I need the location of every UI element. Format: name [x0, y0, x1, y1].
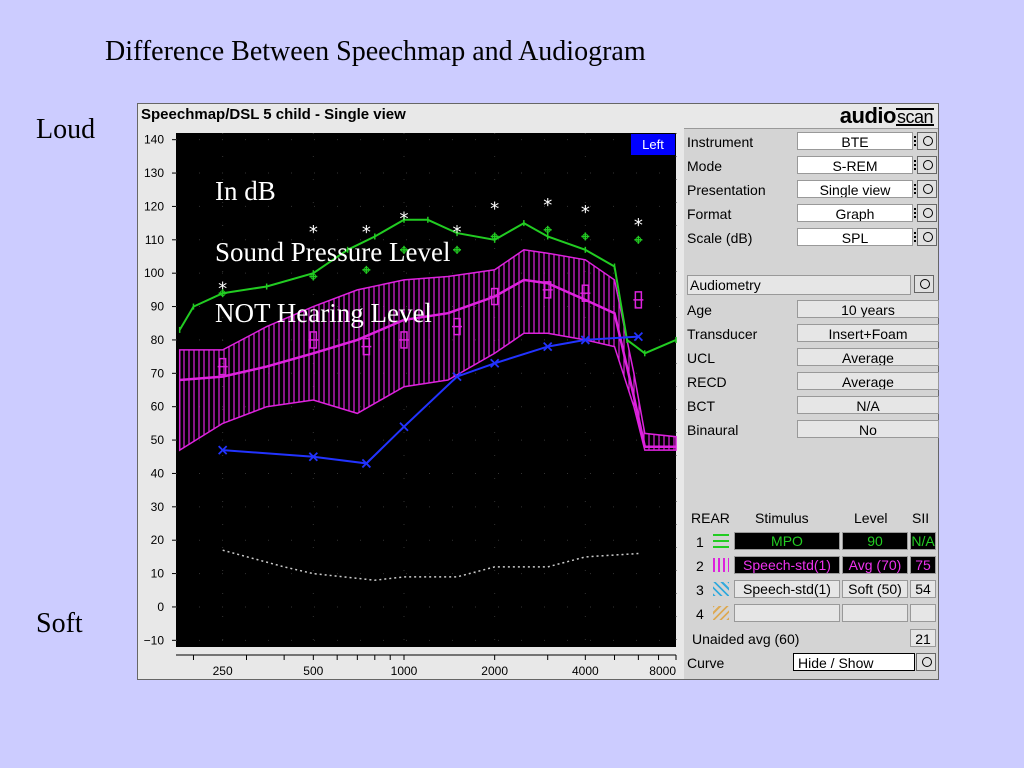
curve-knob-icon[interactable] [916, 653, 936, 671]
audiogram-x-marker [490, 358, 500, 368]
threshold-line [222, 549, 639, 581]
speech-range-band [178, 249, 677, 452]
audiogram-x-marker [580, 335, 590, 345]
y-tick-label: 90 [151, 300, 165, 314]
x-tick-label: 1000 [391, 664, 418, 678]
x-tick-label: 8000 [649, 664, 676, 678]
y-tick-label: 130 [144, 166, 164, 180]
ucl-asterisk-marker: * [399, 208, 408, 229]
y-tick-label: 0 [157, 600, 164, 614]
audiogram-x-marker [633, 331, 644, 342]
mpo-target-ring [219, 290, 226, 297]
audiogram-x-marker [218, 445, 228, 455]
speechmap-window: Speechmap/DSL 5 child - Single view audi… [137, 103, 939, 680]
mpo-target-ring [454, 246, 461, 253]
y-tick-label: 110 [145, 233, 164, 247]
unaided-avg-row: Unaided avg (60) 21 [687, 629, 937, 649]
y-tick-label: 100 [144, 266, 164, 280]
rear-row-4[interactable]: 4 [687, 604, 937, 624]
y-tick-label: 50 [151, 433, 165, 447]
ucl-asterisk-marker: * [362, 222, 371, 243]
overlay-line-2: Sound Pressure Level [215, 237, 450, 267]
loud-label: Loud [36, 114, 96, 145]
mpo-line [178, 218, 677, 355]
x-tick-label: 4000 [572, 664, 599, 678]
ucl-asterisk-marker: * [218, 279, 227, 300]
rear-row-1[interactable]: 1 MPO 90 N/A [696, 532, 936, 550]
slide-title: Difference Between Speechmap and Audiogr… [105, 36, 646, 67]
y-tick-label: 30 [151, 500, 165, 514]
mpo-target-ring [400, 246, 407, 253]
rear-header: REAR [691, 510, 730, 526]
audiometry-button[interactable]: Audiometry [687, 275, 934, 295]
stimulus-header: Stimulus [755, 510, 809, 526]
ucl-asterisk-marker: * [490, 198, 499, 219]
overlay-line-3: NOT Hearing Level [215, 298, 432, 328]
mpo-target-ring [582, 233, 589, 240]
mpo-target-ring [310, 273, 317, 280]
y-tick-label: −10 [144, 633, 165, 647]
y-tick-label: 40 [151, 466, 165, 480]
mode-knob-icon[interactable] [917, 156, 937, 174]
y-tick-label: 140 [144, 133, 164, 147]
audiogram-x-marker [543, 341, 553, 352]
soft-label: Soft [36, 608, 83, 639]
mpo-swatch-icon [713, 534, 729, 548]
ear-left-button[interactable] [631, 134, 675, 155]
format-knob-icon[interactable] [917, 204, 937, 222]
hide-show-button[interactable]: Hide / Show [793, 653, 915, 671]
ucl-asterisk-marker: * [453, 222, 462, 243]
audiometry-knob-icon[interactable] [914, 275, 934, 293]
empty-swatch-icon [713, 606, 729, 620]
rear-row-2[interactable]: 2 Speech-std(1) Avg (70) 75 [687, 556, 937, 576]
x-tick-label: 250 [213, 664, 233, 678]
mpo-target-ring [544, 226, 551, 233]
x-tick-label: 2000 [481, 664, 508, 678]
ucl-asterisk-marker: * [309, 222, 318, 243]
y-tick-label: 70 [151, 366, 165, 380]
instrument-knob-icon[interactable] [917, 132, 937, 150]
ucl-asterisk-marker: * [634, 215, 643, 236]
y-tick-label: 80 [151, 333, 165, 347]
curve-row: Curve Hide / Show [687, 653, 937, 673]
mpo-target-ring [635, 236, 642, 243]
mpo-target-ring [363, 266, 370, 273]
y-tick-label: 10 [151, 567, 165, 581]
audiogram-x-marker [452, 372, 462, 382]
audiogram-x-marker [361, 458, 371, 469]
sii-header: SII [912, 510, 930, 526]
presentation-knob-icon[interactable] [917, 180, 937, 198]
scale-knob-icon[interactable] [917, 228, 937, 246]
settings-panel: Instrument BTE Mode S-REM Presentation S… [684, 128, 939, 679]
overlay-line-1: In dB [215, 176, 276, 206]
ucl-asterisk-marker: * [543, 195, 552, 216]
y-tick-label: 60 [151, 400, 165, 414]
speech-avg-swatch-icon [713, 558, 729, 572]
mpo-target-ring [491, 233, 498, 240]
ucl-asterisk-marker: * [581, 202, 590, 223]
ear-left-label: Left [642, 137, 664, 152]
window-title: Speechmap/DSL 5 child - Single view [141, 106, 406, 123]
audioscan-logo: audioscan [839, 103, 934, 128]
level-header: Level [854, 510, 888, 526]
audiogram-x-marker [399, 422, 409, 432]
y-tick-label: 120 [144, 199, 164, 213]
rear-row-3[interactable]: 3 Speech-std(1) Soft (50) 54 [687, 580, 937, 600]
y-tick-label: 20 [151, 533, 165, 547]
x-tick-label: 500 [303, 664, 323, 678]
audiogram-x-marker [308, 452, 318, 462]
window-titlebar: Speechmap/DSL 5 child - Single view audi… [138, 104, 938, 129]
speechmap-chart: −10 0 10 20 30 40 50 60 70 80 90 100 110 120 130 140 250… [138, 128, 684, 679]
speech-soft-swatch-icon [713, 582, 729, 596]
